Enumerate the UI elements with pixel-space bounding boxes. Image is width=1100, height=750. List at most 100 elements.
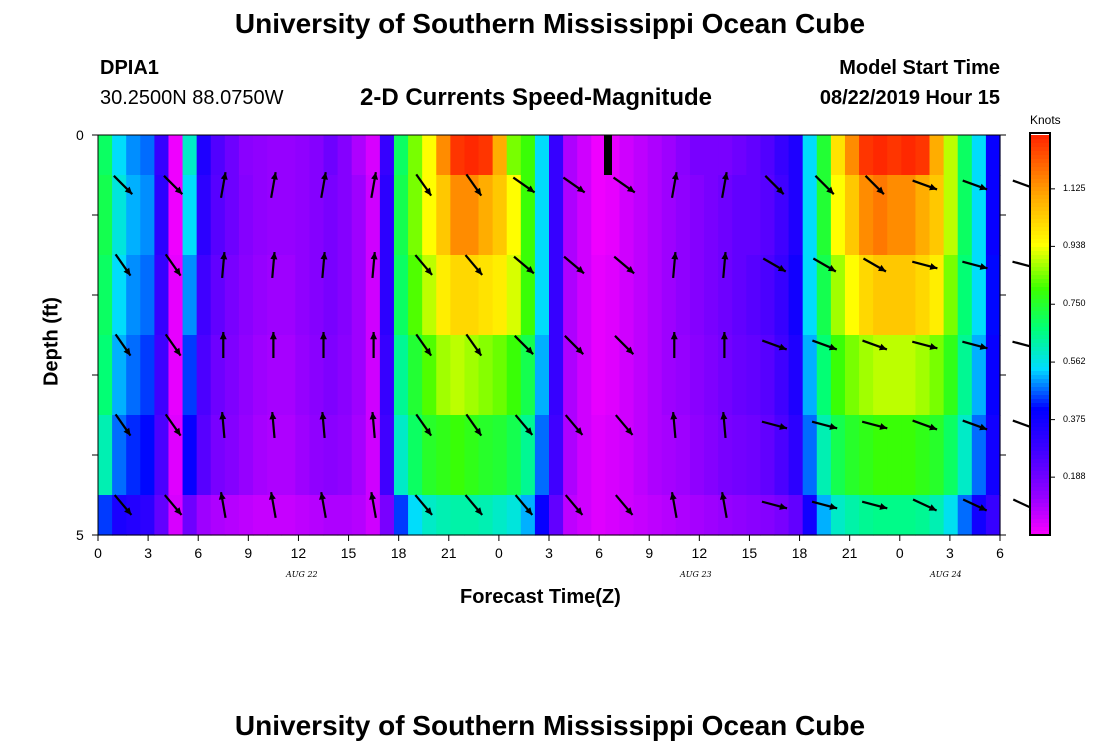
heatmap-cell bbox=[859, 335, 874, 416]
heatmap-cell bbox=[704, 175, 719, 256]
heatmap-cell bbox=[506, 335, 522, 416]
colorbar-segment bbox=[1030, 235, 1050, 240]
current-vector-arrow bbox=[761, 339, 788, 351]
current-vector-arrow bbox=[613, 255, 635, 275]
current-vector-arrow bbox=[268, 492, 277, 518]
colorbar-segment bbox=[1030, 387, 1050, 392]
heatmap-cell bbox=[802, 255, 818, 336]
heatmap-cell bbox=[154, 495, 170, 536]
heatmap-cell bbox=[126, 335, 141, 416]
heatmap-cell bbox=[788, 335, 804, 416]
heatmap-cell bbox=[915, 135, 931, 176]
heatmap-cell bbox=[309, 495, 325, 536]
heatmap-cell bbox=[309, 175, 325, 256]
current-vector-arrow bbox=[812, 257, 837, 273]
heatmap-cell bbox=[478, 335, 494, 416]
heatmap-cell bbox=[704, 415, 719, 496]
current-vector-arrow bbox=[761, 500, 788, 510]
x-tick-label: 12 bbox=[290, 545, 307, 561]
heatmap-cell bbox=[393, 335, 409, 416]
heatmap-cell bbox=[929, 255, 945, 336]
heatmap-cell bbox=[351, 135, 367, 176]
colorbar-segment bbox=[1030, 267, 1050, 272]
colorbar-segment bbox=[1030, 251, 1050, 256]
colorbar-segment bbox=[1030, 151, 1050, 156]
colorbar-segment bbox=[1030, 219, 1050, 224]
heatmap-cell bbox=[943, 135, 959, 176]
heatmap-cell bbox=[732, 495, 747, 536]
heatmap-cell bbox=[464, 135, 480, 176]
heatmap-cell bbox=[887, 255, 902, 336]
heatmap-cell bbox=[196, 335, 212, 416]
heatmap-cell bbox=[915, 175, 931, 256]
footer-title: University of Southern Mississippi Ocean… bbox=[234, 710, 866, 741]
heatmap-cell bbox=[323, 415, 339, 496]
heatmap-cell bbox=[577, 335, 592, 416]
colorbar-segment bbox=[1030, 399, 1050, 404]
current-vector-arrow bbox=[764, 175, 785, 195]
heatmap-cell bbox=[675, 175, 691, 256]
heatmap-cell bbox=[168, 135, 184, 176]
current-vector-arrow bbox=[513, 335, 534, 355]
heatmap-cell bbox=[98, 255, 113, 336]
current-vector-arrow bbox=[513, 255, 535, 275]
x-tick-label: 3 bbox=[144, 545, 152, 561]
heatmap-cell bbox=[112, 175, 127, 256]
current-vector-arrow bbox=[512, 176, 536, 194]
current-vector-arrow bbox=[962, 498, 988, 512]
heatmap-cell bbox=[830, 255, 846, 336]
current-vector-arrow bbox=[319, 411, 327, 439]
colorbar-segment bbox=[1030, 163, 1050, 168]
heatmap-cell bbox=[549, 495, 564, 536]
heatmap-cell bbox=[985, 175, 1001, 256]
heatmap-cell bbox=[323, 335, 339, 416]
heatmap-cell bbox=[873, 175, 888, 256]
heatmap-cell bbox=[168, 175, 184, 256]
heatmap-cell bbox=[140, 495, 155, 536]
current-vector-arrow bbox=[671, 251, 679, 279]
colorbar-segment bbox=[1030, 191, 1050, 196]
current-vector-arrow bbox=[414, 494, 433, 516]
colorbar-segment bbox=[1030, 307, 1050, 312]
heatmap-cell bbox=[267, 255, 282, 336]
heatmap-cell bbox=[689, 415, 705, 496]
heatmap-cell bbox=[859, 135, 874, 176]
current-vector-arrow bbox=[219, 411, 227, 439]
colorbar-tick-label: 1.125 bbox=[1063, 182, 1086, 193]
heatmap-cell bbox=[436, 415, 451, 496]
current-vector-arrow bbox=[164, 413, 182, 437]
colorbar-segment bbox=[1030, 455, 1050, 460]
heatmap-cell bbox=[760, 175, 776, 256]
heatmap-cell bbox=[971, 175, 987, 256]
heatmap-cell bbox=[844, 135, 860, 176]
colorbar-segment bbox=[1030, 463, 1050, 468]
heatmap-cell bbox=[549, 335, 564, 416]
colorbar-segment bbox=[1030, 491, 1050, 496]
colorbar-segment bbox=[1030, 487, 1050, 492]
colorbar-segment bbox=[1030, 243, 1050, 248]
heatmap-cell bbox=[281, 335, 296, 416]
heatmap-cell bbox=[689, 175, 705, 256]
colorbar-segment bbox=[1030, 479, 1050, 484]
heatmap-cell bbox=[915, 335, 931, 416]
heatmap-cell bbox=[98, 415, 113, 496]
colorbar-segment bbox=[1030, 391, 1050, 396]
heatmap-cell bbox=[661, 495, 677, 536]
model-start-time: 08/22/2019 Hour 15 bbox=[819, 87, 1000, 109]
current-vector-arrow bbox=[270, 251, 278, 279]
heatmap-cell bbox=[478, 135, 494, 176]
heatmap-cell bbox=[873, 255, 888, 336]
current-vector-arrow bbox=[721, 172, 729, 198]
current-vector-arrow bbox=[219, 172, 228, 198]
heatmap-cell bbox=[140, 415, 155, 496]
heatmap-cell bbox=[873, 335, 888, 416]
current-vector-arrow bbox=[912, 419, 938, 431]
heatmap-cell bbox=[450, 175, 466, 256]
colorbar-segment bbox=[1030, 231, 1050, 236]
heatmap-cell bbox=[436, 255, 451, 336]
heatmap-cell bbox=[732, 135, 747, 176]
colorbar-segment bbox=[1030, 403, 1050, 408]
current-vector-arrow bbox=[163, 494, 183, 516]
heatmap-cell bbox=[971, 335, 987, 416]
heatmap-cell bbox=[704, 495, 719, 536]
